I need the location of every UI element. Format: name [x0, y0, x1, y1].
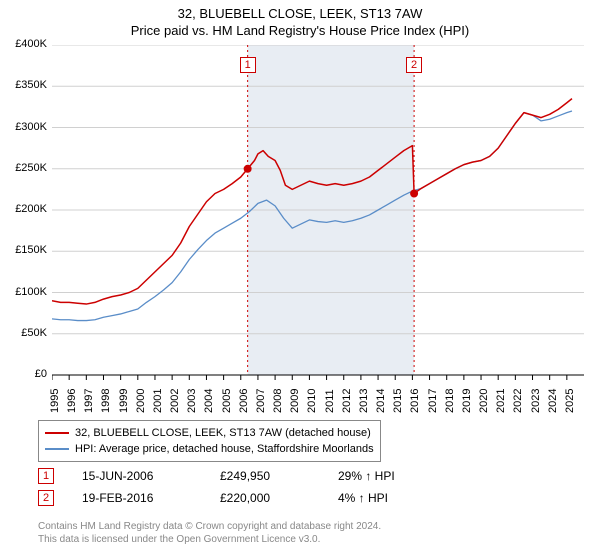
x-axis-label: 1996 — [66, 389, 78, 413]
x-axis-label: 2007 — [255, 389, 267, 413]
sales-table: 1 15-JUN-2006 £249,950 29% ↑ HPI 2 19-FEB-201… — [38, 465, 395, 509]
x-axis-label: 2014 — [375, 389, 387, 413]
sale-date: 19-FEB-2016 — [82, 491, 192, 505]
x-axis-label: 2017 — [427, 389, 439, 413]
x-axis-label: 2019 — [461, 389, 473, 413]
chart-plot-area: £0£50K£100K£150K£200K£250K£300K£350K£400… — [52, 45, 584, 375]
sale-price: £249,950 — [220, 469, 310, 483]
sale-marker-flag: 2 — [406, 57, 422, 73]
x-axis-label: 2016 — [409, 389, 421, 413]
x-axis-label: 1995 — [49, 389, 61, 413]
x-axis-label: 2023 — [530, 389, 542, 413]
x-axis-label: 2020 — [478, 389, 490, 413]
x-axis-label: 2006 — [238, 389, 250, 413]
x-axis-label: 2009 — [289, 389, 301, 413]
legend-row: 32, BLUEBELL CLOSE, LEEK, ST13 7AW (deta… — [45, 425, 374, 441]
x-axis-label: 2011 — [324, 389, 336, 413]
x-axis-label: 2002 — [169, 389, 181, 413]
sale-price: £220,000 — [220, 491, 310, 505]
y-axis-label: £150K — [2, 244, 47, 256]
sale-row: 2 19-FEB-2016 £220,000 4% ↑ HPI — [38, 487, 395, 509]
chart-subtitle: Price paid vs. HM Land Registry's House … — [0, 21, 600, 38]
y-axis-label: £400K — [2, 38, 47, 50]
sale-delta: 4% ↑ HPI — [338, 491, 388, 505]
footer-attribution: Contains HM Land Registry data © Crown c… — [38, 520, 381, 546]
y-axis-label: £50K — [2, 327, 47, 339]
x-axis-label: 2015 — [392, 389, 404, 413]
legend-swatch — [45, 432, 69, 434]
x-axis-label: 2013 — [358, 389, 370, 413]
sale-row: 1 15-JUN-2006 £249,950 29% ↑ HPI — [38, 465, 395, 487]
y-axis-label: £200K — [2, 203, 47, 215]
sale-date: 15-JUN-2006 — [82, 469, 192, 483]
chart-title: 32, BLUEBELL CLOSE, LEEK, ST13 7AW — [0, 0, 600, 21]
y-axis-label: £100K — [2, 286, 47, 298]
x-axis-label: 2003 — [186, 389, 198, 413]
sale-delta: 29% ↑ HPI — [338, 469, 395, 483]
y-axis-label: £250K — [2, 162, 47, 174]
x-axis-label: 1998 — [100, 389, 112, 413]
legend: 32, BLUEBELL CLOSE, LEEK, ST13 7AW (deta… — [38, 420, 381, 462]
x-axis-label: 2008 — [272, 389, 284, 413]
legend-label: HPI: Average price, detached house, Staf… — [75, 443, 374, 455]
sale-marker-flag: 1 — [240, 57, 256, 73]
x-axis-label: 2025 — [564, 389, 576, 413]
chart-svg — [52, 45, 584, 381]
x-axis-label: 2024 — [547, 389, 559, 413]
x-axis-label: 2021 — [495, 389, 507, 413]
x-axis-label: 2022 — [512, 389, 524, 413]
sale-row-marker: 1 — [38, 468, 54, 484]
y-axis-label: £0 — [2, 368, 47, 380]
x-axis-label: 2012 — [341, 389, 353, 413]
x-axis-label: 2004 — [203, 389, 215, 413]
footer-line-1: Contains HM Land Registry data © Crown c… — [38, 520, 381, 533]
chart-container: 32, BLUEBELL CLOSE, LEEK, ST13 7AW Price… — [0, 0, 600, 560]
y-axis-label: £300K — [2, 121, 47, 133]
legend-row: HPI: Average price, detached house, Staf… — [45, 441, 374, 457]
x-axis-label: 1999 — [118, 389, 130, 413]
x-axis-label: 2018 — [444, 389, 456, 413]
footer-line-2: This data is licensed under the Open Gov… — [38, 533, 381, 546]
x-axis-label: 1997 — [83, 389, 95, 413]
x-axis-label: 2005 — [221, 389, 233, 413]
x-axis-label: 2000 — [135, 389, 147, 413]
sale-row-marker: 2 — [38, 490, 54, 506]
x-axis-label: 2001 — [152, 389, 164, 413]
y-axis-label: £350K — [2, 79, 47, 91]
x-axis-label: 2010 — [306, 389, 318, 413]
legend-label: 32, BLUEBELL CLOSE, LEEK, ST13 7AW (deta… — [75, 427, 371, 439]
legend-swatch — [45, 448, 69, 450]
